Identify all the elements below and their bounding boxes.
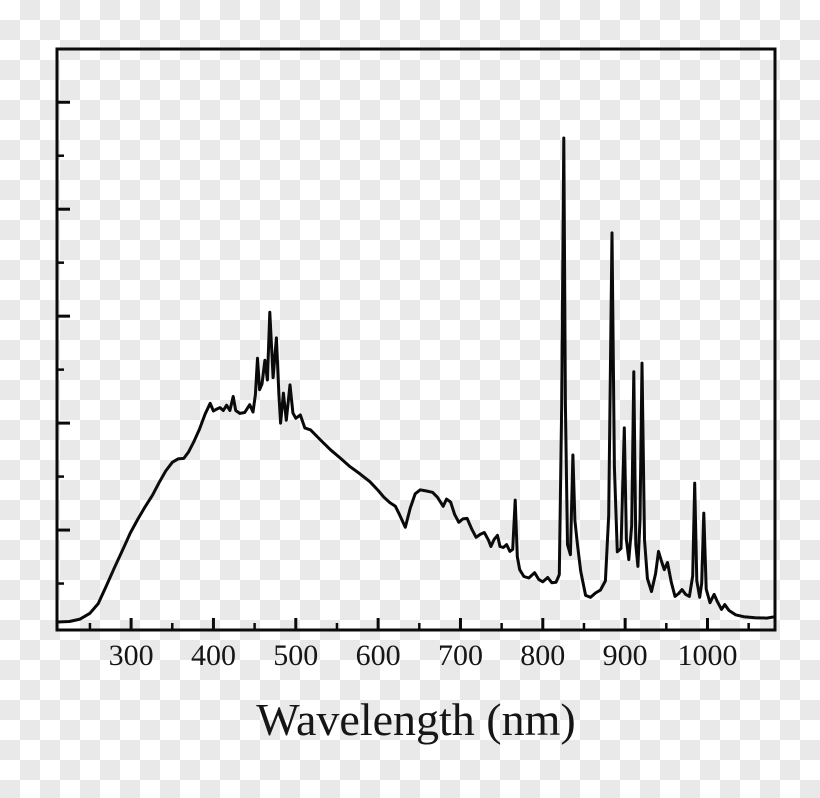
- x-tick-label: 400: [190, 639, 236, 672]
- x-tick-label: 900: [602, 639, 648, 672]
- plot-frame: [55, 47, 777, 632]
- x-tick-label: 800: [520, 639, 566, 672]
- x-tick-label: 700: [437, 639, 483, 672]
- spectrum-curve: [55, 136, 777, 624]
- x-tick-label: 1000: [677, 639, 738, 672]
- x-tick-label: 500: [273, 639, 319, 672]
- x-tick-label: 600: [355, 639, 401, 672]
- x-axis-title: Wavelength (nm): [256, 694, 576, 745]
- x-tick-label: 300: [108, 639, 154, 672]
